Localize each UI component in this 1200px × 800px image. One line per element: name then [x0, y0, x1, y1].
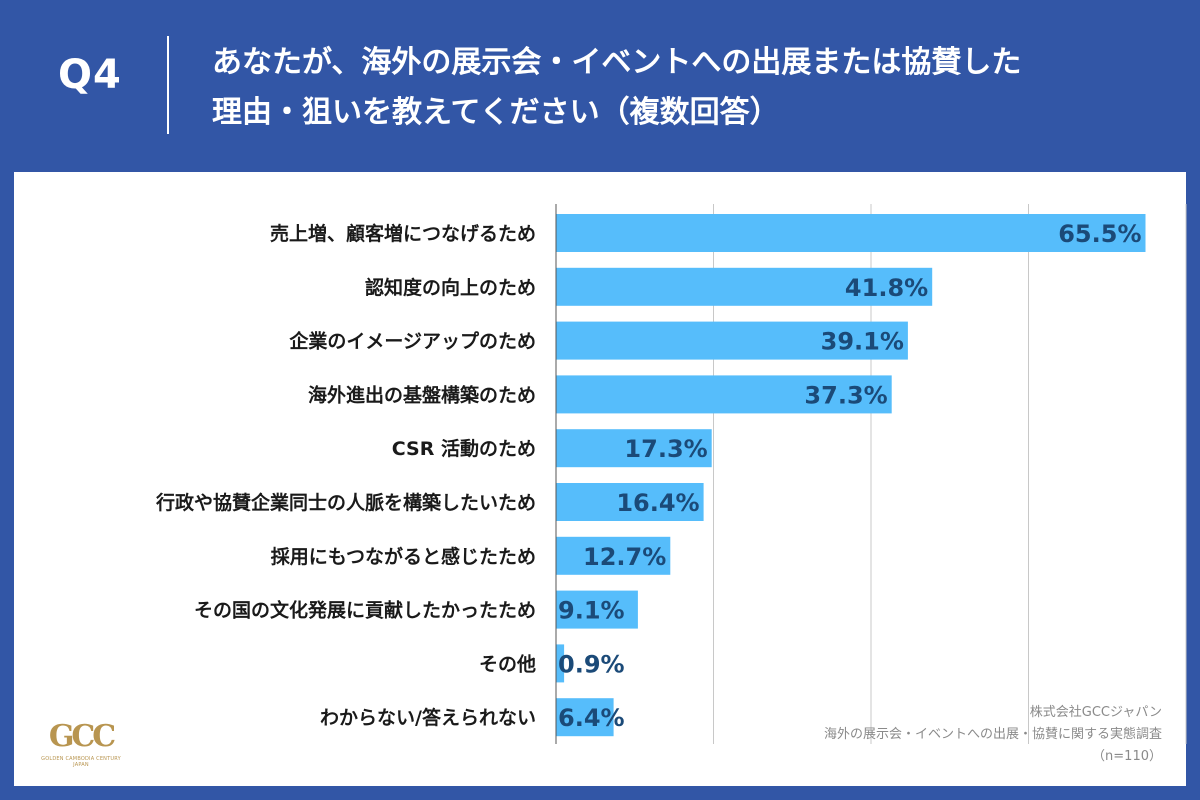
source-company: 株式会社GCCジャパン [1029, 705, 1162, 720]
category-label: 企業のイメージアップのため [288, 330, 536, 353]
logo-tagline-sub: JAPAN [73, 762, 89, 768]
bar-0 [556, 214, 1146, 252]
header-divider [167, 36, 169, 134]
source-sample-size: （n=110） [1092, 749, 1162, 764]
data-label: 6.4% [558, 704, 625, 732]
category-label: 売上増、顧客増につなげるため [270, 222, 536, 245]
data-label: 39.1% [821, 328, 904, 356]
bar-8 [556, 644, 565, 683]
category-label: わからない/答えられない [320, 706, 536, 729]
bar-3 [556, 375, 892, 414]
company-logo: GCC GOLDEN CAMBODIA CENTURY JAPAN [36, 712, 126, 768]
data-label: 41.8% [845, 274, 928, 302]
bar-4 [556, 429, 712, 468]
header: Q4 あなたが、海外の展示会・イベントへの出展または協賛した 理由・狙いを教えて… [0, 0, 1200, 168]
question-title-line1: あなたが、海外の展示会・イベントへの出展または協賛した [212, 45, 1022, 80]
bar-6 [556, 536, 671, 575]
category-label: 採用にもつながると感じたため [271, 545, 536, 568]
gcc-logo-icon: GCC [49, 719, 118, 754]
source-note: 株式会社GCCジャパン 海外の展示会・イベントへの出展・協賛に関する実態調査 （… [742, 702, 1162, 768]
bar-1 [556, 267, 933, 306]
source-survey: 海外の展示会・イベントへの出展・協賛に関する実態調査 [823, 727, 1162, 742]
logo-tagline: GOLDEN CAMBODIA CENTURY JAPAN [36, 756, 126, 768]
data-label: 16.4% [616, 489, 699, 517]
category-label: 海外進出の基盤構築のため [308, 383, 536, 406]
bar-5 [556, 483, 704, 521]
data-label: 9.1% [558, 597, 625, 625]
logo-tagline-main: GOLDEN CAMBODIA CENTURY [41, 756, 121, 762]
bar-7 [556, 590, 638, 629]
logo-mark: GCC [49, 719, 115, 754]
data-label: 65.5% [1058, 220, 1141, 248]
bar-9 [556, 698, 614, 737]
category-label: CSR 活動のため [392, 437, 536, 460]
category-label: その他 [479, 652, 536, 675]
category-label: その国の文化発展に貢献したかったため [194, 599, 536, 622]
question-title: あなたが、海外の展示会・イベントへの出展または協賛した 理由・狙いを教えてくださ… [212, 38, 1172, 138]
category-label: 認知度の向上のため [365, 276, 536, 299]
data-label: 37.3% [804, 381, 887, 409]
bar-2 [556, 321, 908, 360]
data-label: 0.9% [558, 650, 625, 678]
data-label: 12.7% [583, 543, 666, 571]
category-label: 行政や協賛企業同士の人脈を構築したいため [155, 491, 536, 514]
question-title-line2: 理由・狙いを教えてください（複数回答） [212, 95, 780, 130]
question-number: Q4 [58, 52, 122, 98]
data-label: 17.3% [624, 435, 707, 463]
